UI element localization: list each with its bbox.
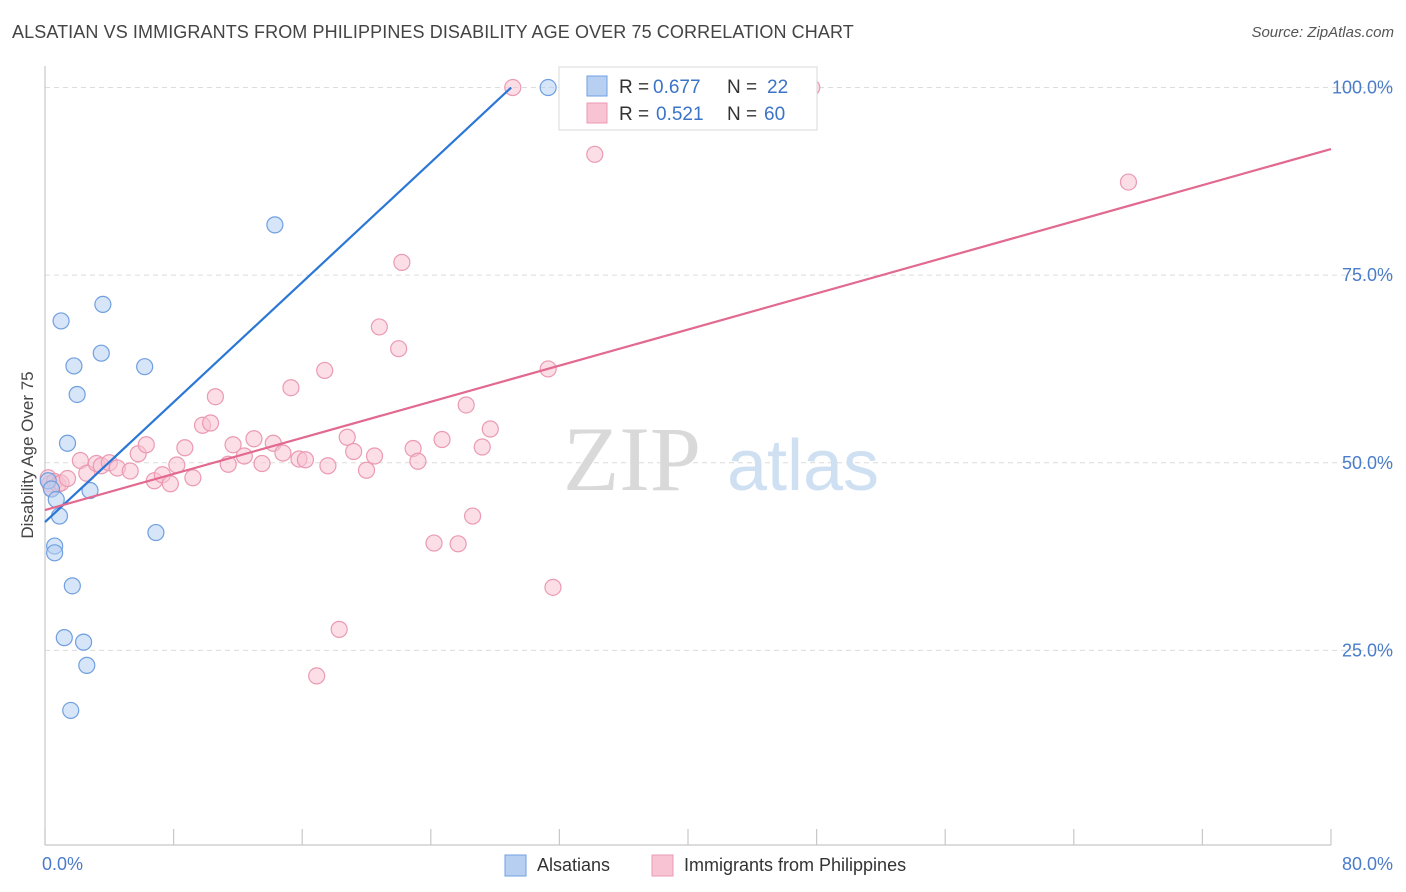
philippines-point	[224, 436, 242, 454]
watermark-atlas: atlas	[727, 426, 879, 506]
philippines-point	[473, 438, 491, 456]
legend-n-label: N =	[727, 77, 757, 98]
philippines-point	[206, 388, 224, 406]
philippines-point	[316, 361, 334, 380]
legend-r-value: 0.677	[653, 77, 701, 98]
philippines-point	[544, 578, 562, 596]
legend-n-value: 22	[767, 77, 788, 98]
y-tick-label: 50.0%	[1342, 453, 1393, 473]
philippines-point	[409, 452, 427, 470]
alsatian-point	[50, 507, 69, 525]
philippines-point	[296, 451, 315, 469]
philippines-point	[393, 253, 411, 271]
alsatian-point	[147, 523, 165, 542]
alsatian-point	[62, 701, 80, 720]
bottom-legend-swatch-philippines	[651, 854, 674, 877]
legend-r-label: R =	[619, 77, 649, 98]
philippines-point	[338, 428, 356, 446]
philippines-point	[586, 145, 604, 163]
philippines-point	[282, 379, 300, 397]
legend-n-label: N =	[727, 104, 757, 125]
alsatian-point	[266, 216, 284, 234]
watermark: ZIP atlas	[563, 408, 879, 510]
philippines-point	[201, 414, 220, 432]
philippines-point	[274, 444, 292, 462]
philippines-point	[433, 430, 451, 449]
philippines-point	[137, 436, 155, 454]
philippines-point	[504, 78, 522, 97]
philippines-trend-line	[44, 148, 1332, 512]
tick-labels: 25.0% 50.0% 75.0% 100.0% 0.0% 80.0%	[42, 78, 1393, 874]
legend-swatch-alsatians	[586, 75, 608, 97]
y-axis-label: Disability Age Over 75	[18, 371, 37, 538]
philippines-point	[425, 534, 443, 552]
trend-lines	[44, 86, 1332, 523]
bottom-legend-alsatians: Alsatians	[537, 855, 610, 875]
alsatian-point	[65, 357, 83, 375]
legend-n-value: 60	[764, 104, 785, 125]
philippines-point	[253, 454, 271, 473]
bottom-legend-philippines: Immigrants from Philippines	[684, 855, 906, 875]
alsatian-point	[58, 434, 77, 452]
legend-r-label: R =	[619, 104, 649, 125]
philippines-point	[1119, 173, 1138, 191]
alsatian-point	[78, 656, 96, 674]
grid-lines	[45, 87, 1392, 651]
y-tick-label: 25.0%	[1342, 640, 1393, 660]
alsatian-point	[63, 577, 81, 595]
philippines-point	[365, 447, 384, 465]
alsatians-trend-line	[44, 86, 512, 523]
x-tick-label: 0.0%	[42, 854, 83, 874]
philippines-point	[121, 462, 139, 480]
axes	[44, 66, 1332, 846]
philippines-point	[463, 507, 482, 525]
philippines-point	[449, 535, 467, 553]
philippines-point	[345, 442, 363, 461]
philippines-point	[457, 396, 475, 414]
philippines-point	[245, 430, 263, 448]
alsatian-point	[68, 385, 86, 404]
philippines-point	[161, 475, 179, 493]
philippines-point	[390, 340, 408, 358]
alsatian-point	[136, 358, 154, 376]
philippines-point	[184, 469, 202, 487]
philippines-point	[308, 667, 326, 685]
alsatian-point	[55, 629, 73, 647]
alsatian-point	[92, 344, 110, 362]
y-tick-label: 100.0%	[1332, 78, 1393, 98]
chart-title: ALSATIAN VS IMMIGRANTS FROM PHILIPPINES …	[12, 22, 854, 42]
alsatian-point	[52, 312, 70, 330]
source-label: Source: ZipAtlas.com	[1251, 24, 1394, 41]
alsatian-point	[94, 295, 112, 314]
alsatian-point	[539, 78, 557, 97]
philippines-point	[176, 439, 194, 457]
watermark-zip: ZIP	[563, 408, 701, 510]
bottom-legend-swatch-alsatians	[504, 854, 527, 877]
philippines-point	[370, 318, 388, 336]
y-tick-label: 75.0%	[1342, 265, 1393, 285]
philippines-point	[58, 469, 77, 488]
philippines-point	[330, 620, 348, 638]
alsatian-point	[74, 633, 93, 651]
x-tick-label: 80.0%	[1342, 854, 1393, 874]
legend-swatch-philippines	[586, 102, 608, 124]
legend-r-value: 0.521	[656, 104, 704, 125]
bottom-legend: Alsatians Immigrants from Philippines	[504, 854, 906, 877]
alsatian-point	[46, 544, 64, 562]
legend: R = 0.677 N = 22 R = 0.521 N = 60	[558, 66, 818, 131]
philippines-point	[357, 461, 376, 479]
series-philippines-points	[39, 78, 1138, 685]
philippines-point	[319, 457, 337, 475]
series-alsatians-points	[39, 78, 557, 720]
philippines-point	[481, 420, 499, 438]
